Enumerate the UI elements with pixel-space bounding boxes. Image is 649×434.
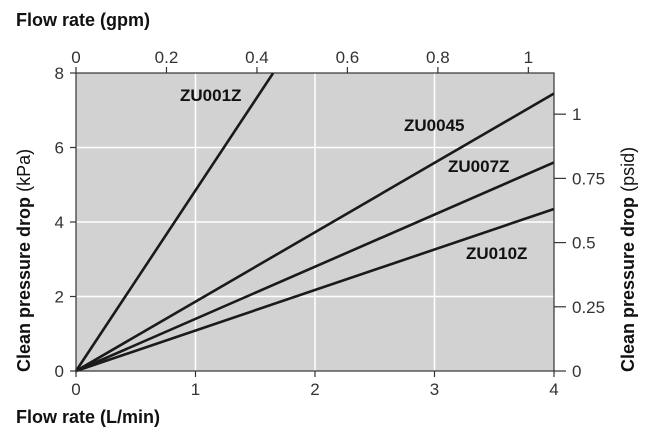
gridlines bbox=[76, 73, 554, 371]
x-top-tick-label: 0.2 bbox=[155, 48, 179, 67]
y-right-tick-label: 0.75 bbox=[572, 169, 605, 188]
x-bottom-tick-label: 2 bbox=[310, 380, 319, 399]
y-right-tick-label: 0.5 bbox=[572, 234, 596, 253]
bottom-axis-title: Flow rate (L/min) bbox=[16, 407, 160, 427]
x-top-tick-label: 0 bbox=[71, 48, 80, 67]
plot-frame bbox=[75, 72, 555, 372]
series-labels: ZU001Z ZU0045 ZU007Z ZU010Z bbox=[180, 86, 527, 263]
series-label-zu0045: ZU0045 bbox=[404, 116, 464, 135]
y-left-tick-label: 8 bbox=[55, 64, 64, 83]
right-axis-title: Clean pressure drop (psid) bbox=[618, 147, 638, 372]
series-label-zu010z: ZU010Z bbox=[466, 244, 527, 263]
series-lines bbox=[74, 72, 555, 373]
x-bottom-tick-label: 1 bbox=[191, 380, 200, 399]
y-left-tick-label: 2 bbox=[55, 288, 64, 307]
x-top-tick-label: 0.4 bbox=[245, 48, 269, 67]
left-axis-title: Clean pressure drop (kPa) bbox=[14, 149, 34, 372]
y-left-tick-label: 0 bbox=[55, 362, 64, 381]
x-bottom-tick-label: 0 bbox=[71, 380, 80, 399]
x-bottom-tick-label: 3 bbox=[430, 380, 439, 399]
y-right-tick-label: 1 bbox=[572, 105, 581, 124]
series-label-zu007z: ZU007Z bbox=[448, 157, 509, 176]
series-line-zu0045 bbox=[75, 92, 555, 373]
y-left-tick-label: 4 bbox=[55, 213, 64, 232]
x-top-tick-label: 0.6 bbox=[336, 48, 360, 67]
y-left-tick-label: 6 bbox=[55, 139, 64, 158]
x-top-tick-label: 0.8 bbox=[426, 48, 450, 67]
x-bottom-tick-label: 4 bbox=[549, 380, 558, 399]
y-right-tick-label: 0.25 bbox=[572, 298, 605, 317]
top-axis-title: Flow rate (gpm) bbox=[16, 10, 150, 30]
series-line-zu001z bbox=[74, 72, 275, 372]
series-label-zu001z: ZU001Z bbox=[180, 86, 241, 105]
series-line-zu007z bbox=[75, 161, 555, 373]
series-line-zu010z bbox=[75, 207, 555, 373]
x-top-tick-label: 1 bbox=[524, 48, 533, 67]
y-right-tick-label: 0 bbox=[572, 362, 581, 381]
